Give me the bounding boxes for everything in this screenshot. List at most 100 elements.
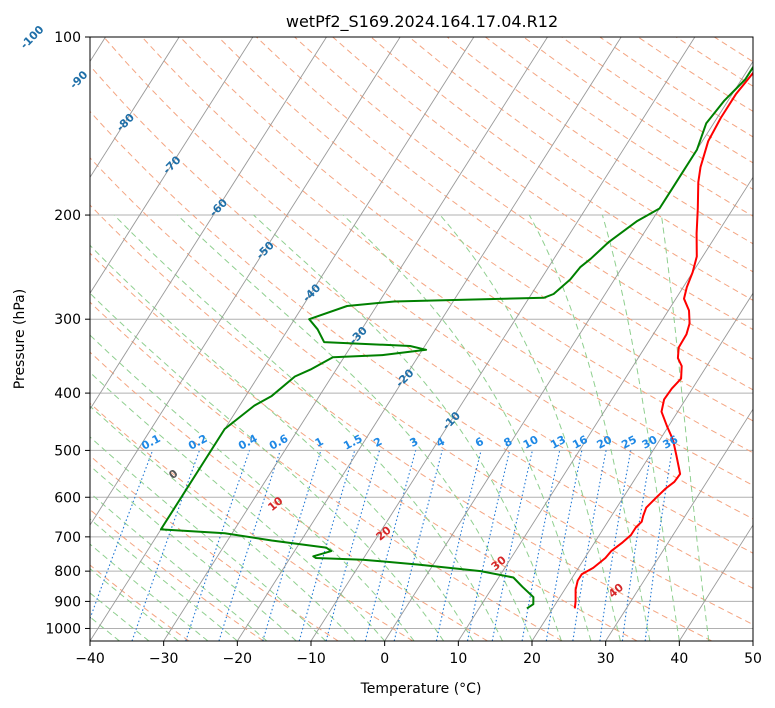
moist-adiabat-line: [528, 214, 651, 641]
x-axis-label: Temperature (°C): [360, 681, 482, 697]
temperature-line: [573, 71, 753, 609]
dry-adiabat-line: [90, 455, 339, 641]
isotherm-line: [236, 37, 622, 641]
moist-adiabat-line: [90, 465, 297, 641]
dry-adiabat-line: [90, 110, 753, 589]
dry-adiabat-line: [332, 37, 753, 331]
moist-adiabats: [90, 214, 710, 641]
y-tick-label: 400: [54, 386, 81, 402]
dry-adiabat-label: 0: [166, 467, 180, 482]
isotherm-label: -100: [18, 23, 47, 52]
mixing-ratio-line: [466, 450, 511, 641]
x-tick-label: 40: [670, 651, 688, 667]
moist-adiabat-line: [90, 244, 474, 641]
dry-adiabat-line: [408, 37, 753, 273]
plot-frame: [89, 36, 754, 642]
dry-adiabat-label: 40: [606, 581, 626, 601]
mixing-ratio-label: 25: [619, 433, 639, 452]
x-tick-label: −40: [75, 651, 105, 667]
mixing-ratio-label: 20: [595, 433, 615, 452]
dry-adiabat-line: [179, 37, 753, 454]
mixing-ratio-line: [545, 450, 583, 641]
isotherm-label: -90: [67, 68, 90, 91]
dry-adiabat-line: [599, 37, 753, 138]
isotherm-line: [90, 37, 254, 295]
dry-adiabat-line: [637, 37, 753, 112]
isotherm-line: [163, 37, 548, 641]
mixing-ratio-line: [325, 450, 381, 641]
moist-adiabat-line: [601, 214, 680, 641]
moist-adiabat-line: [113, 214, 503, 641]
isotherm-line: [90, 37, 475, 641]
plot-area: [90, 37, 753, 641]
isotherm-label: -70: [160, 153, 183, 176]
moist-adiabat-line: [342, 214, 592, 641]
mixing-ratio-label: 4: [434, 435, 447, 450]
isotherm-line: [90, 37, 180, 179]
mixing-ratio-label: 6: [473, 435, 486, 450]
mixing-ratio-label: 8: [502, 435, 515, 450]
isotherm-line: [310, 37, 696, 641]
isotherm-line: [384, 60, 753, 641]
mixing-ratio-line: [621, 450, 652, 641]
dry-adiabat-line: [90, 252, 638, 641]
dry-adiabat-line: [90, 204, 712, 641]
moist-adiabat-line: [90, 436, 327, 641]
dry-adiabat-line: [370, 37, 753, 301]
dewpoint-line: [159, 65, 753, 610]
mixing-ratio-label: 1.5: [341, 432, 364, 453]
dry-adiabat-line: [217, 37, 753, 422]
moist-adiabat-line: [90, 371, 386, 641]
moist-adiabat-line: [90, 292, 445, 641]
dry-adiabat-line: [103, 37, 753, 520]
y-tick-label: 700: [54, 530, 81, 546]
isotherm-line: [752, 640, 753, 641]
y-axis-ticks: 100 200 300 400 500 600 700 800 900 1000: [45, 30, 90, 637]
moist-adiabat-line: [90, 405, 356, 641]
dry-adiabat-line: [485, 37, 753, 217]
x-tick-label: 30: [597, 651, 615, 667]
y-tick-label: 300: [54, 312, 81, 328]
isotherm-line: [605, 408, 753, 641]
dry-adiabat-line: [90, 157, 753, 626]
x-tick-label: −30: [149, 651, 179, 667]
dry-adiabat-line: [752, 37, 753, 38]
moist-adiabat-line: [439, 214, 621, 641]
mixing-ratio-line: [218, 450, 281, 641]
y-tick-label: 200: [54, 208, 81, 224]
dry-adiabat-line: [90, 351, 488, 641]
mixing-ratio-line: [521, 450, 561, 641]
x-tick-label: −20: [223, 651, 253, 667]
x-tick-label: 50: [744, 651, 762, 667]
isopleth-labels: 0.1 0.2 0.4 0.6 1 1.5 2 3 4 6 8 10 13 16 20 25 30 36-100-…: [18, 23, 681, 601]
mixing-ratio-label: 0.6: [267, 432, 291, 453]
moist-adiabat-line: [90, 334, 415, 641]
mixing-ratio-label: 0.4: [236, 432, 260, 453]
dry-adiabat-line: [90, 509, 264, 641]
chart-title: wetPf2_S169.2024.164.17.04.R12: [286, 12, 558, 32]
mixing-ratio-line: [262, 450, 322, 641]
mixing-ratio-label: 0.2: [186, 432, 209, 453]
moist-adiabat-line: [90, 543, 209, 641]
mixing-ratio-line: [599, 450, 632, 641]
mixing-ratio-label: 13: [548, 433, 568, 452]
y-tick-label: 500: [54, 443, 81, 459]
isotherms: [90, 37, 753, 641]
mixing-ratio-line: [364, 450, 417, 641]
x-tick-label: 0: [380, 651, 389, 667]
y-tick-label: 800: [54, 564, 81, 580]
isotherm-line: [90, 37, 327, 411]
moist-adiabat-line: [90, 518, 238, 641]
y-tick-label: 600: [54, 490, 81, 506]
mixing-ratio-line: [644, 450, 673, 641]
moist-adiabat-line: [177, 214, 533, 641]
x-tick-label: 20: [523, 651, 541, 667]
dry-adiabat-line: [90, 65, 753, 554]
x-axis-ticks: −40 −30 −20 −10 0 10 20 30 40 50: [75, 641, 762, 667]
mixing-ratio-label: 36: [661, 433, 681, 452]
mixing-ratio-line: [185, 450, 251, 641]
isotherm-line: [457, 176, 753, 641]
y-tick-label: 900: [54, 594, 81, 610]
isotherm-line: [678, 524, 753, 641]
